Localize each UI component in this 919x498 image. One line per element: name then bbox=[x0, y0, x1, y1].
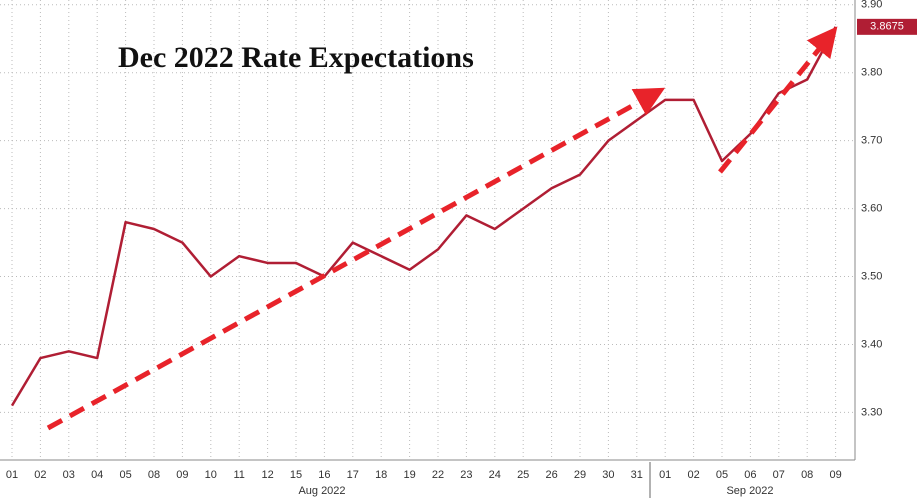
x-tick-label: 31 bbox=[631, 469, 643, 481]
y-tick-label: 3.90 bbox=[861, 0, 882, 11]
x-tick-label: 01 bbox=[659, 469, 671, 481]
x-tick-label: 29 bbox=[574, 469, 586, 481]
y-tick-label: 3.50 bbox=[861, 270, 882, 282]
x-tick-label: 17 bbox=[347, 469, 359, 481]
x-tick-label: 12 bbox=[261, 469, 273, 481]
x-tick-label: 10 bbox=[205, 469, 217, 481]
x-tick-label: 08 bbox=[148, 469, 160, 481]
x-tick-label: 23 bbox=[460, 469, 472, 481]
x-tick-label: 16 bbox=[318, 469, 330, 481]
x-tick-label: 18 bbox=[375, 469, 387, 481]
x-tick-label: 11 bbox=[233, 469, 244, 481]
x-tick-label: 08 bbox=[801, 469, 813, 481]
x-tick-label: 24 bbox=[489, 469, 501, 481]
y-tick-label: 3.60 bbox=[861, 203, 882, 215]
x-tick-label: 09 bbox=[829, 469, 841, 481]
x-tick-label: 30 bbox=[602, 469, 614, 481]
x-tick-label: 06 bbox=[744, 469, 756, 481]
y-tick-label: 3.40 bbox=[861, 338, 882, 350]
y-tick-label: 3.70 bbox=[861, 135, 882, 147]
last-value-box bbox=[857, 18, 917, 35]
month-label: Sep 2022 bbox=[726, 485, 773, 497]
x-tick-label: 26 bbox=[545, 469, 557, 481]
chart-title: Dec 2022 Rate Expectations bbox=[118, 41, 474, 74]
x-tick-label: 05 bbox=[716, 469, 728, 481]
x-tick-label: 04 bbox=[91, 469, 103, 481]
x-tick-label: 07 bbox=[773, 469, 785, 481]
series-line bbox=[10, 26, 837, 407]
x-tick-label: 09 bbox=[176, 469, 188, 481]
x-tick-label: 01 bbox=[6, 469, 18, 481]
y-tick-label: 3.30 bbox=[861, 406, 882, 418]
last-value-label: 3.8675 bbox=[870, 21, 904, 33]
grid bbox=[0, 0, 855, 460]
x-tick-label: 02 bbox=[34, 469, 46, 481]
x-tick-label: 02 bbox=[687, 469, 699, 481]
y-tick-label: 3.80 bbox=[861, 67, 882, 79]
x-tick-label: 19 bbox=[403, 469, 415, 481]
trend-arrow bbox=[46, 87, 666, 431]
series bbox=[10, 26, 837, 407]
trend-arrow bbox=[718, 26, 838, 174]
month-label: Aug 2022 bbox=[298, 485, 345, 497]
x-tick-label: 25 bbox=[517, 469, 529, 481]
x-tick-label: 15 bbox=[290, 469, 302, 481]
x-tick-label: 05 bbox=[119, 469, 131, 481]
x-tick-label: 03 bbox=[63, 469, 75, 481]
x-tick-label: 22 bbox=[432, 469, 444, 481]
